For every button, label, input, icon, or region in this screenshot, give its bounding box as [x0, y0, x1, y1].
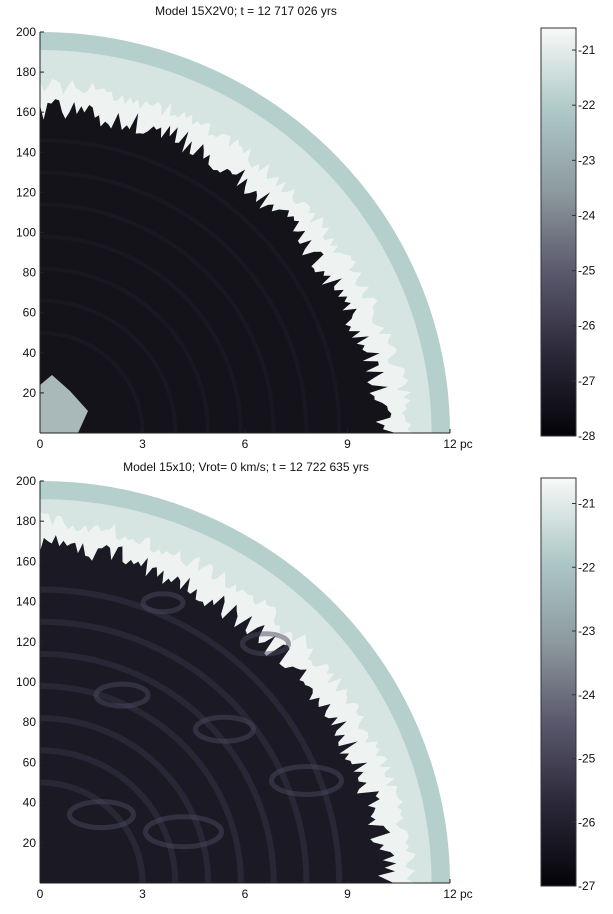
- x-tick-label: 3: [139, 437, 146, 451]
- colorbar-tick-label: -25: [578, 752, 596, 766]
- colorbar-tick-label: -27: [578, 879, 596, 893]
- y-tick-label: 120: [16, 185, 36, 199]
- colorbar-gradient: [540, 27, 577, 437]
- chart-title: Model 15x10; Vrot= 0 km/s; t = 12 722 63…: [123, 460, 369, 474]
- colorbar-tick-label: -26: [578, 815, 596, 829]
- colorbar-tick-label: -25: [578, 264, 596, 278]
- y-tick-label: 80: [23, 715, 37, 729]
- y-tick-label: 20: [23, 386, 37, 400]
- swirl-structure: [40, 683, 244, 883]
- x-tick-label: 12: [443, 437, 457, 451]
- x-unit-label: pc: [460, 887, 473, 901]
- colorbar-tick-label: -23: [578, 153, 596, 167]
- plot-area: [40, 32, 450, 433]
- x-tick-label: 3: [139, 887, 146, 901]
- colorbar-gradient: [540, 477, 577, 887]
- y-tick-label: 20: [23, 836, 37, 850]
- cavity-interior: [40, 99, 396, 433]
- y-tick-label: 180: [16, 514, 36, 528]
- swirl-structure: [40, 138, 342, 433]
- swirl-structure: [67, 799, 136, 831]
- colorbar-tick-label: -21: [578, 497, 596, 511]
- y-tick-label: 40: [23, 346, 37, 360]
- colorbar-tick-label: -23: [578, 624, 596, 638]
- colorbar-tick-label: -21: [578, 43, 596, 57]
- plot-area: [40, 481, 450, 883]
- panel-1: Model 15X2V0; t = 12 717 026 yrs20406080…: [16, 4, 596, 451]
- swirl-structure: [240, 631, 291, 657]
- x-tick-label: 12: [443, 887, 457, 901]
- swirl-structure: [40, 586, 343, 883]
- swirl-structure: [40, 779, 146, 883]
- y-tick-label: 100: [16, 226, 36, 240]
- y-tick-label: 160: [16, 105, 36, 119]
- swirl-structure: [40, 266, 211, 433]
- x-tick-label: 0: [37, 887, 44, 901]
- x-unit-label: pc: [460, 437, 473, 451]
- colorbar-tick-label: -22: [578, 560, 596, 574]
- y-tick-label: 200: [16, 474, 36, 488]
- swirl-structure: [40, 202, 276, 433]
- y-tick-label: 80: [23, 266, 37, 280]
- y-tick-label: 140: [16, 595, 36, 609]
- y-tick-label: 120: [16, 635, 36, 649]
- colorbar-tick-label: -22: [578, 98, 596, 112]
- swirl-structure: [40, 715, 212, 883]
- panel-2: Model 15x10; Vrot= 0 km/s; t = 12 722 63…: [16, 460, 596, 901]
- colorbar: -21 -22 -23 -24 -25 -26 -27 -28: [540, 27, 596, 443]
- x-tick-label: 6: [242, 887, 249, 901]
- swirl-structure: [40, 330, 145, 433]
- swirl-structure: [93, 681, 151, 709]
- swirl-structure: [143, 814, 224, 850]
- colorbar-tick-label: -24: [578, 208, 596, 222]
- y-tick-label: 40: [23, 796, 37, 810]
- y-tick-label: 60: [23, 306, 37, 320]
- x-tick-label: 6: [242, 437, 249, 451]
- swirl-structure: [40, 618, 310, 883]
- x-tick-label: 9: [344, 437, 351, 451]
- swirl-structure: [40, 234, 243, 433]
- y-tick-label: 160: [16, 554, 36, 568]
- swirl-structure: [193, 714, 256, 744]
- core-blob: [40, 375, 88, 433]
- swirl-structure: [140, 591, 186, 615]
- colorbar-tick-label: -24: [578, 688, 596, 702]
- x-tick-label: 9: [344, 887, 351, 901]
- swirl-structure: [40, 298, 178, 433]
- colorbar-tick-label: -26: [578, 319, 596, 333]
- colorbar-tick-label: -28: [578, 429, 596, 443]
- colorbar: -21 -22 -23 -24 -25 -26 -27: [540, 477, 596, 893]
- swirl-structure: [40, 170, 309, 433]
- y-tick-label: 100: [16, 675, 36, 689]
- swirl-structure: [269, 763, 344, 797]
- y-tick-label: 180: [16, 65, 36, 79]
- x-tick-label: 0: [37, 437, 44, 451]
- chart-title: Model 15X2V0; t = 12 717 026 yrs: [155, 4, 337, 18]
- y-tick-label: 200: [16, 25, 36, 39]
- y-tick-label: 60: [23, 755, 37, 769]
- swirl-structure: [40, 747, 179, 883]
- colorbar-tick-label: -27: [578, 374, 596, 388]
- y-tick-label: 140: [16, 145, 36, 159]
